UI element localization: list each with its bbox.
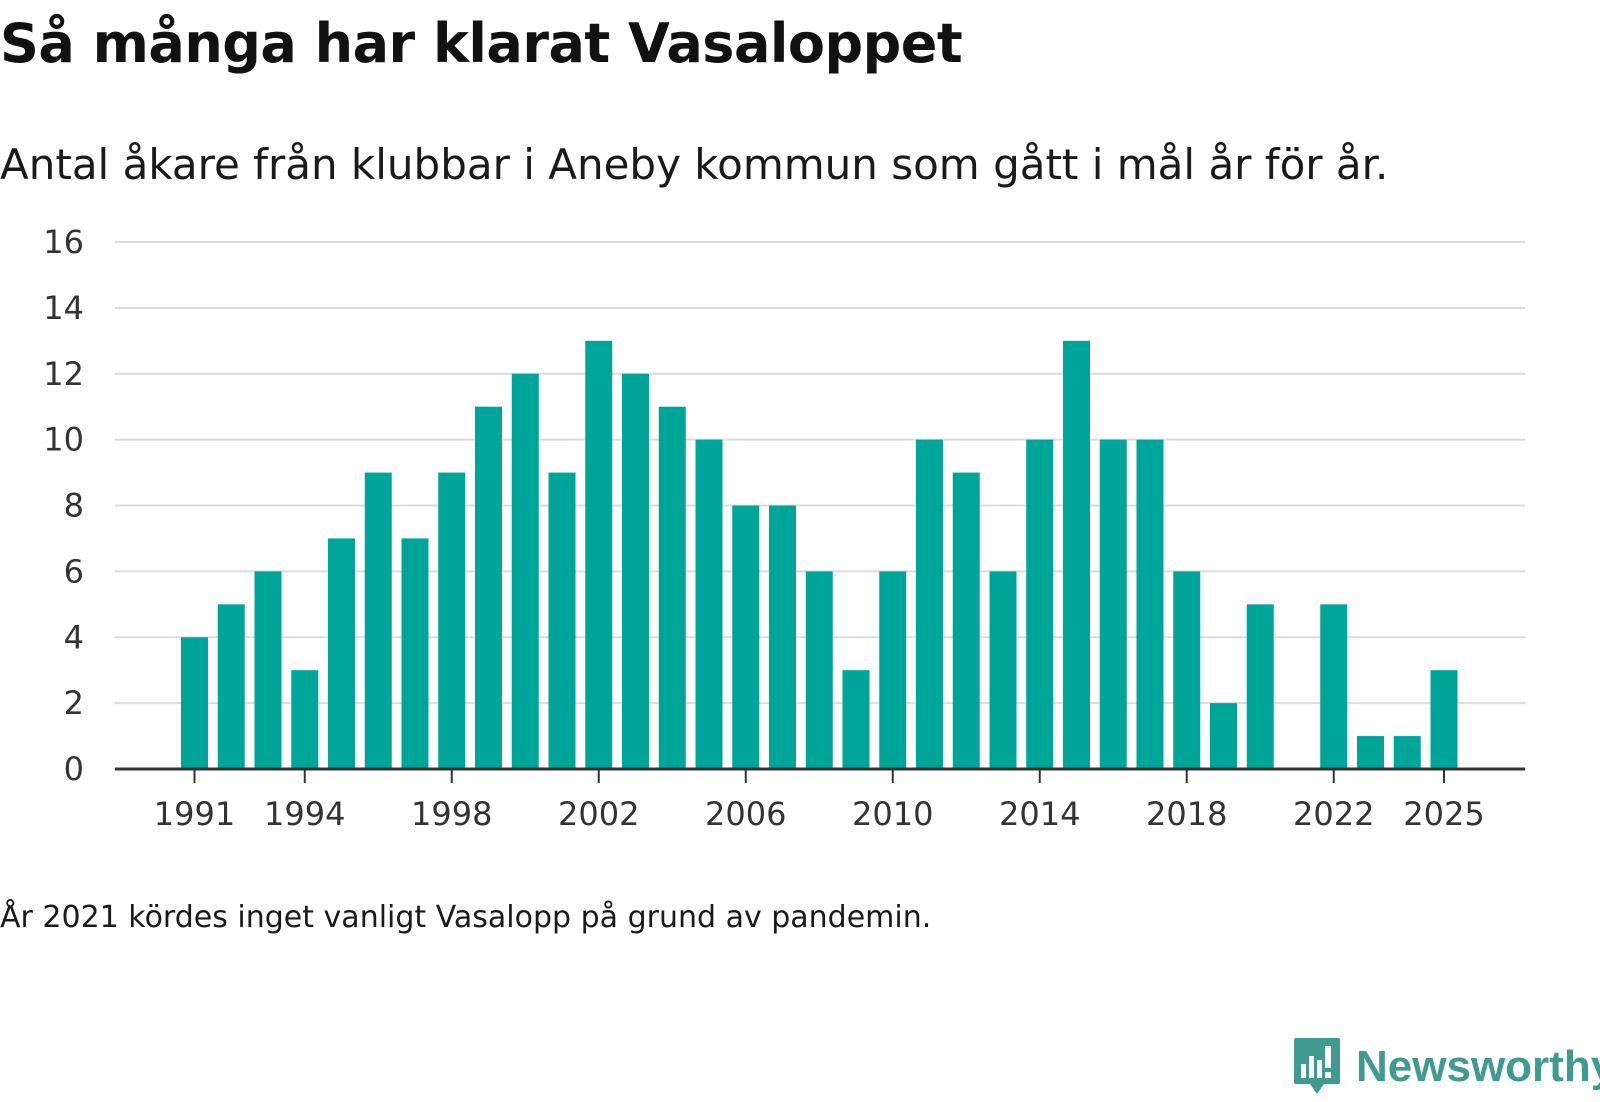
bar-2009 xyxy=(842,670,870,769)
newsworthy-logo-icon xyxy=(1294,1038,1340,1094)
x-tick-label: 1994 xyxy=(264,795,345,833)
bar-2005 xyxy=(695,439,723,769)
bar-2016 xyxy=(1099,439,1127,769)
x-axis: 1991 1994 1998 2002 2006 2010 2014 2018 2022 2025 xyxy=(115,767,1525,833)
bar-2002 xyxy=(585,340,613,769)
bar-1995 xyxy=(328,538,355,769)
bar-2004 xyxy=(658,406,686,769)
chart-title: Så många har klarat Vasaloppet xyxy=(0,12,963,75)
y-tick-label: 12 xyxy=(43,355,84,393)
x-tick-label: 1991 xyxy=(154,795,235,833)
bar-2007 xyxy=(769,505,796,769)
bar-1991 xyxy=(181,637,208,769)
y-tick-label: 4 xyxy=(64,618,84,656)
y-tick-label: 10 xyxy=(43,421,84,459)
bar-2003 xyxy=(622,373,649,769)
x-tick-label: 2025 xyxy=(1403,795,1484,833)
bar-1997 xyxy=(401,538,429,769)
x-tick-label: 2022 xyxy=(1293,795,1374,833)
x-tick-label: 2014 xyxy=(999,795,1080,833)
bar-1996 xyxy=(364,472,392,769)
bar-2015 xyxy=(1063,340,1090,769)
y-tick-label: 8 xyxy=(64,487,84,525)
bar-2018 xyxy=(1173,571,1201,769)
x-tick-label: 2018 xyxy=(1146,795,1227,833)
y-axis-ticks: 0 2 4 6 8 10 12 14 16 xyxy=(43,223,84,788)
bar-1992 xyxy=(217,604,245,769)
brand-name: Newsworthy xyxy=(1356,1042,1600,1091)
bar-1999 xyxy=(475,406,502,769)
bar-2025 xyxy=(1430,670,1458,769)
y-tick-label: 2 xyxy=(64,684,84,722)
bar-2023 xyxy=(1357,736,1384,769)
y-tick-label: 6 xyxy=(64,552,84,590)
x-tick-label: 2010 xyxy=(852,795,933,833)
bar-2024 xyxy=(1393,736,1421,769)
bar-2013 xyxy=(989,571,1017,769)
bar-2017 xyxy=(1136,439,1164,769)
bar-2011 xyxy=(916,439,943,769)
bar-2022 xyxy=(1320,604,1348,769)
bar-2001 xyxy=(548,472,576,769)
y-tick-label: 0 xyxy=(64,750,84,788)
y-tick-label: 16 xyxy=(43,223,84,261)
bar-chart: 0 2 4 6 8 10 12 14 16 1991 1994 1998 2002 2006 2010 20… xyxy=(43,223,1525,833)
chart-subtitle: Antal åkare från klubbar i Aneby kommun … xyxy=(0,140,1389,189)
y-tick-label: 14 xyxy=(43,289,84,327)
bar-2010 xyxy=(879,571,907,769)
bars xyxy=(181,340,1458,769)
brand-logo: Newsworthy xyxy=(1292,1032,1600,1102)
bar-2020 xyxy=(1246,604,1274,769)
x-tick-label: 2006 xyxy=(705,795,786,833)
bar-1994 xyxy=(291,670,319,769)
bar-2008 xyxy=(805,571,833,769)
bar-2019 xyxy=(1210,703,1237,769)
bar-2000 xyxy=(511,373,539,769)
bar-2012 xyxy=(952,472,980,769)
bar-2014 xyxy=(1026,439,1054,769)
bar-1998 xyxy=(438,472,466,769)
bar-1993 xyxy=(254,571,282,769)
x-tick-label: 2002 xyxy=(558,795,639,833)
bar-2006 xyxy=(732,505,760,769)
x-tick-label: 1998 xyxy=(411,795,492,833)
footnote: År 2021 kördes inget vanligt Vasalopp på… xyxy=(0,900,932,935)
